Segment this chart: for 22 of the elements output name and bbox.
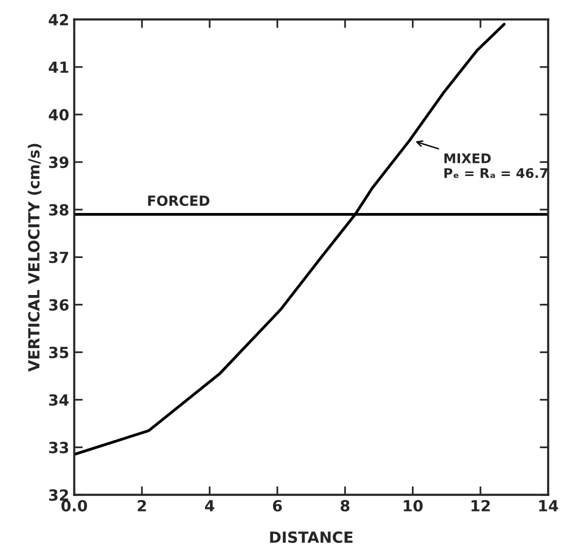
y-tick-label: 42 <box>48 14 68 26</box>
y-tick-label: 38 <box>49 204 68 216</box>
y-tick-label: 39 <box>49 156 68 168</box>
x-tick-label: 8 <box>340 500 350 512</box>
y-tick-label: 36 <box>49 299 69 311</box>
y-tick-label: 32 <box>49 489 68 501</box>
x-tick-label: 6 <box>272 500 282 512</box>
y-tick-label: 37 <box>49 252 68 264</box>
x-axis-title: DISTANCE <box>270 531 353 543</box>
x-tick-label: 0.0 <box>61 500 88 512</box>
x-tick-label: 10 <box>404 500 423 512</box>
ref-line-label: FORCED <box>148 195 210 206</box>
y-tick-label: 41 <box>48 62 68 73</box>
x-tick-label: 4 <box>205 500 214 512</box>
y-tick-label: 40 <box>48 109 69 121</box>
x-tick-label: 12 <box>472 500 490 512</box>
y-tick-label: 33 <box>49 442 68 454</box>
y-axis-title: VERTICAL VELOCITY (cm/s) <box>28 144 42 372</box>
x-tick-label: 14 <box>539 500 558 512</box>
y-tick-label: 34 <box>49 394 69 406</box>
x-tick-label: 2 <box>138 500 146 512</box>
y-tick-label: 35 <box>49 346 68 358</box>
